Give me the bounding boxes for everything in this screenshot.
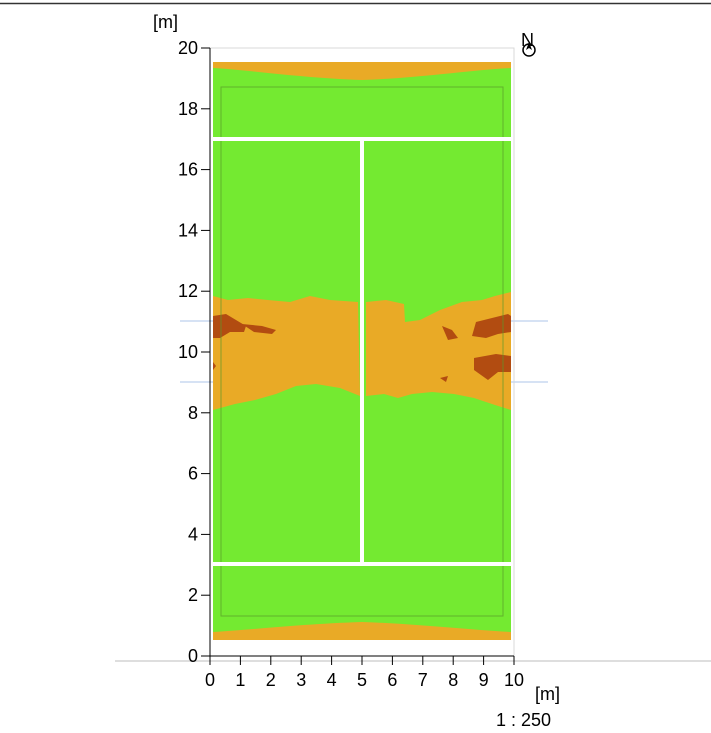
y-tick-label: 8 — [188, 403, 198, 423]
y-unit-label: [m] — [153, 12, 178, 32]
x-tick-label: 2 — [266, 670, 276, 690]
dark-zone-left-2 — [242, 324, 276, 334]
x-tick-label: 8 — [448, 670, 458, 690]
inner-boundary — [220, 86, 504, 617]
y-tick-label: 14 — [178, 220, 198, 240]
y-tick-label: 4 — [188, 524, 198, 544]
orange-zone-middle-right — [366, 292, 511, 410]
orange-zone-bottom — [213, 622, 511, 640]
y-tick-label: 0 — [188, 646, 198, 666]
orange-zone-top — [213, 62, 511, 80]
north-arrow-icon: N — [521, 30, 536, 57]
scale-label: 1 : 250 — [496, 710, 551, 730]
dark-zone-right-small — [442, 326, 458, 340]
dark-zone-right-top — [472, 314, 511, 338]
x-tick-label: 1 — [235, 670, 245, 690]
dark-zone-right-dot — [440, 376, 448, 382]
x-tick-label: 0 — [205, 670, 215, 690]
orange-zone-middle-left — [213, 296, 360, 410]
x-tick-label: 5 — [357, 670, 367, 690]
y-tick-label: 12 — [178, 281, 198, 301]
y-tick-label: 2 — [188, 585, 198, 605]
north-label: N — [521, 30, 534, 50]
x-tick-label: 6 — [387, 670, 397, 690]
y-tick-label: 16 — [178, 160, 198, 180]
dark-zone-left-edge — [213, 362, 216, 370]
y-axis-ticks: 0 2 4 6 8 10 12 14 16 18 20 — [178, 38, 210, 666]
x-unit-label: [m] — [535, 684, 560, 704]
x-tick-label: 7 — [418, 670, 428, 690]
field-area — [213, 62, 511, 640]
x-axis-ticks: 0 1 2 3 4 5 6 7 8 9 10 — [205, 656, 524, 690]
x-tick-label: 3 — [296, 670, 306, 690]
dark-zone-right-mid — [474, 354, 511, 380]
y-tick-label: 6 — [188, 464, 198, 484]
x-tick-label: 10 — [504, 670, 524, 690]
y-tick-label: 20 — [178, 38, 198, 58]
y-tick-label: 10 — [178, 342, 198, 362]
x-tick-label: 9 — [479, 670, 489, 690]
x-tick-label: 4 — [327, 670, 337, 690]
y-tick-label: 18 — [178, 99, 198, 119]
